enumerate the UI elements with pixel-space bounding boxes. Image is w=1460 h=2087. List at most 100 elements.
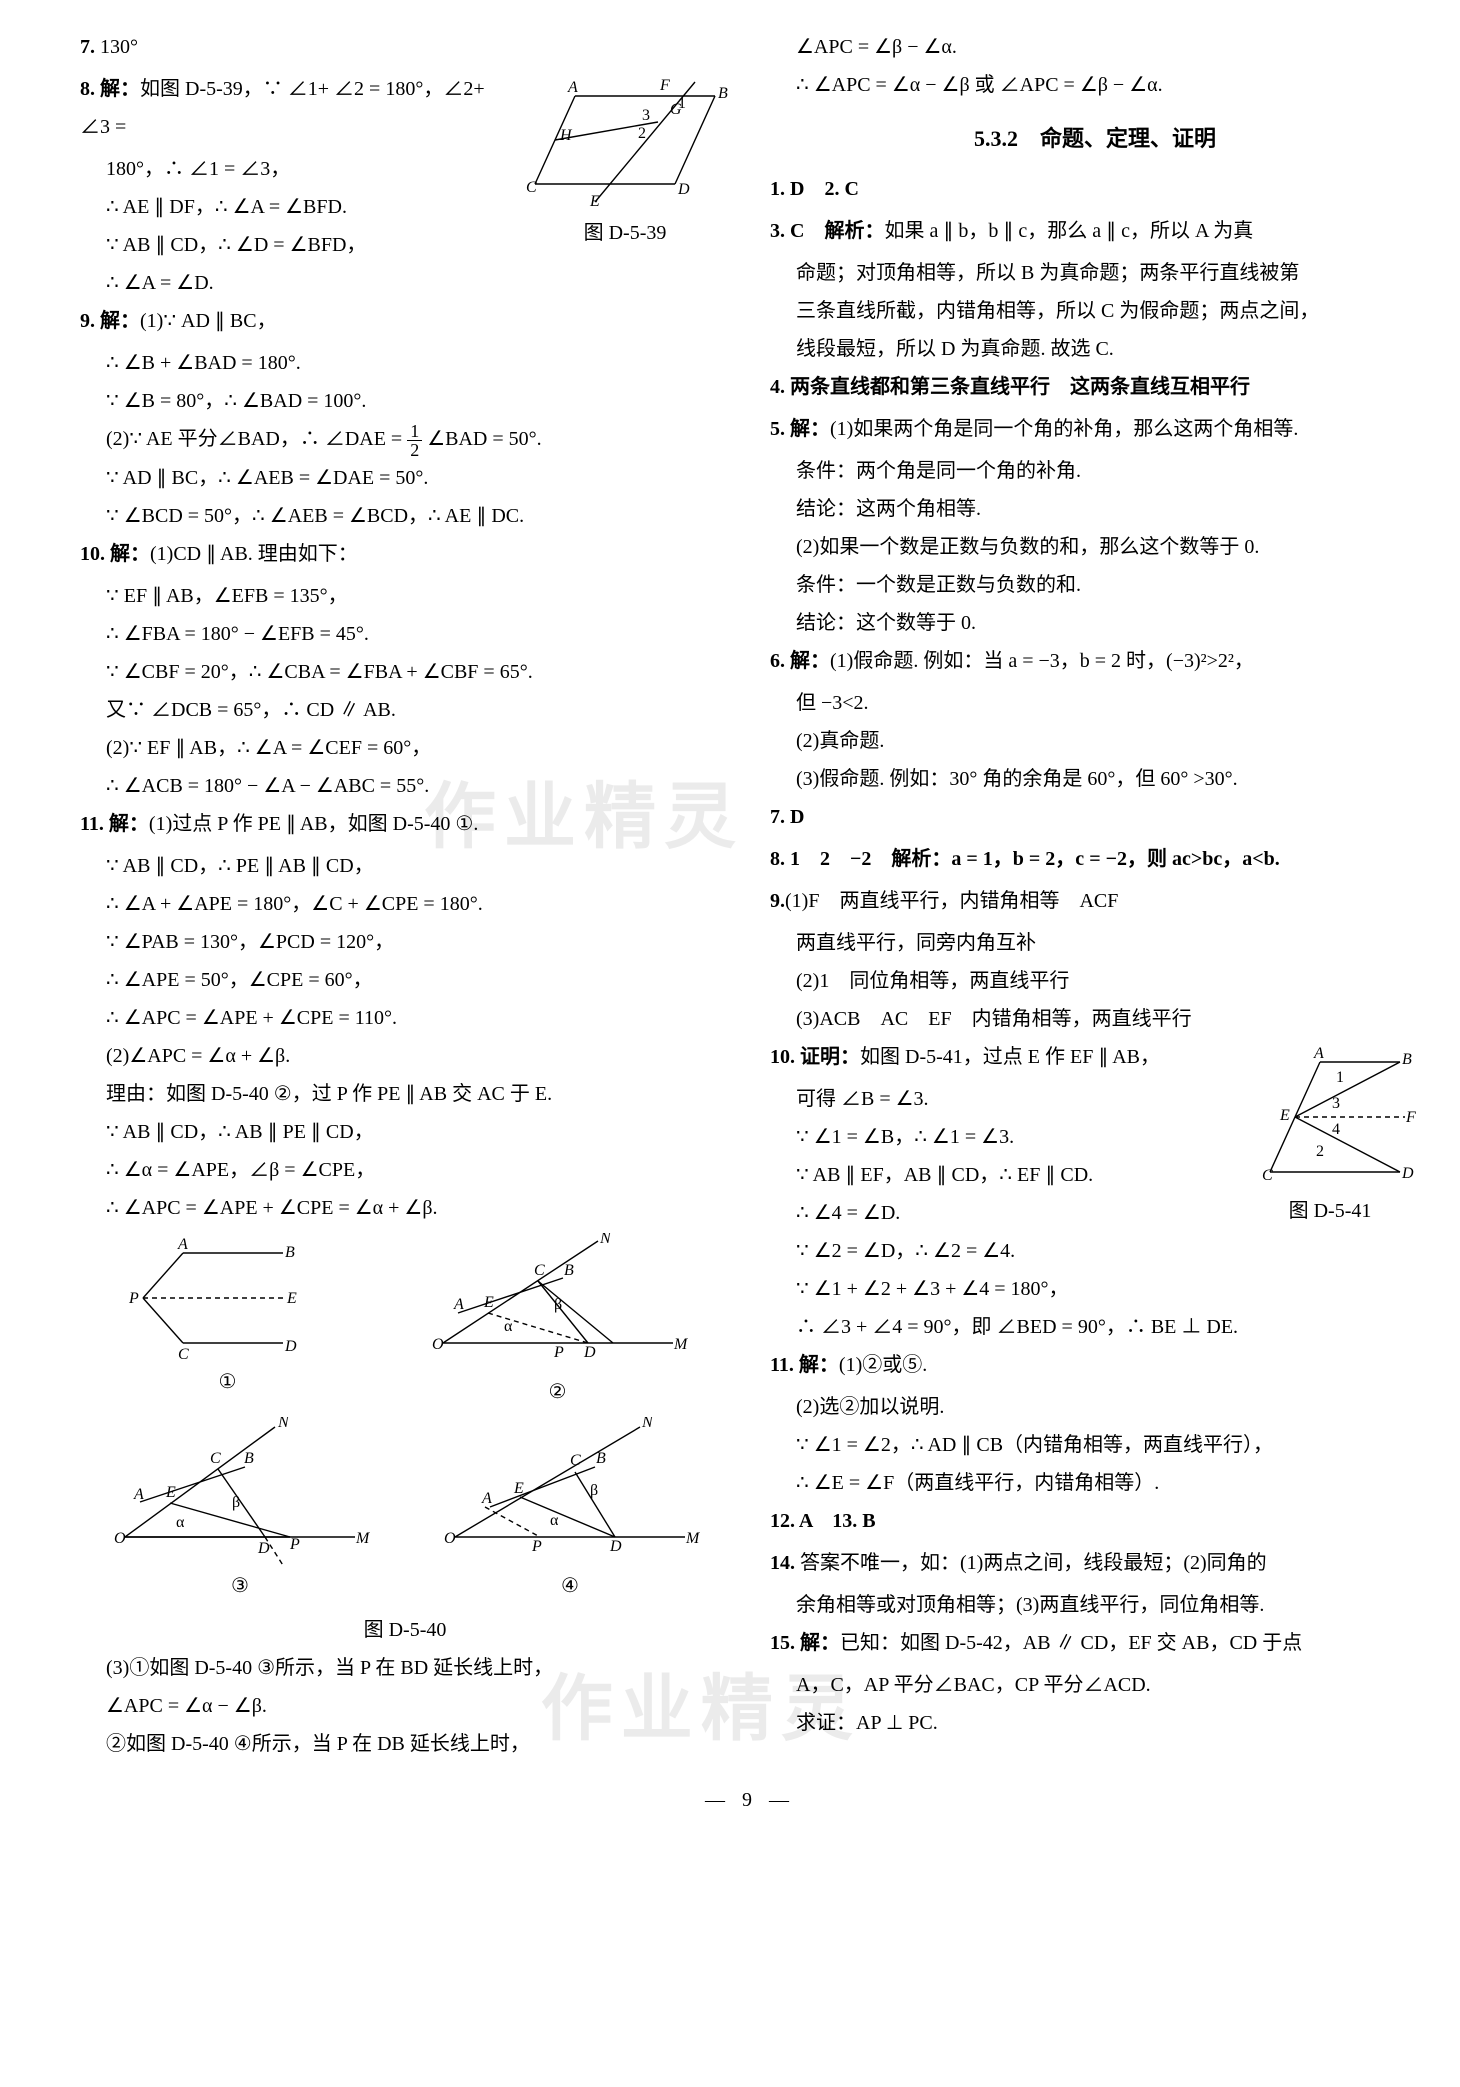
r-p5-l5: 条件：一个数是正数与负数的和. <box>770 566 1420 604</box>
svg-text:D: D <box>583 1344 596 1361</box>
svg-text:B: B <box>564 1262 574 1279</box>
svg-text:E: E <box>589 193 600 210</box>
figure-d-5-41: AB CD EF 1 2 3 4 图 D-5-41 <box>1240 1042 1420 1230</box>
r-p10-l7: ∵ ∠1 + ∠2 + ∠3 + ∠4 = 180°， <box>770 1270 1420 1308</box>
q9-l6: ∵ ∠BCD = 50°，∴ ∠AEB = ∠BCD，∴ AE ∥ DC. <box>80 497 730 535</box>
r-p3-t3: 三条直线所截，内错角相等，所以 C 为假命题；两点之间， <box>770 292 1420 330</box>
q11-l14: ②如图 D-5-40 ④所示，当 P 在 DB 延长线上时， <box>80 1725 730 1763</box>
svg-text:E: E <box>1279 1107 1290 1124</box>
r-p6-num: 6. <box>770 650 785 672</box>
svg-text:E: E <box>286 1290 297 1307</box>
svg-text:C: C <box>570 1452 581 1469</box>
q9-l2: ∴ ∠B + ∠BAD = 180°. <box>80 344 730 382</box>
q9-l5: ∵ AD ∥ BC，∴ ∠AEB = ∠DAE = 50°. <box>80 459 730 497</box>
r-p15-l2: A，C，AP 平分∠BAC，CP 平分∠ACD. <box>770 1666 1420 1704</box>
figure-d-5-40-2: OAB NC ED PM α β <box>428 1233 688 1373</box>
fraction-half: 12 <box>407 422 422 459</box>
figure-d-5-40-row2: OAC BN ED PM α β ③ <box>80 1417 730 1605</box>
r-p5-num: 5. <box>770 418 785 440</box>
figure-d-5-40-1: AB PE CD <box>123 1233 333 1363</box>
r-p9-num: 9. <box>770 890 785 912</box>
r-p6-head: 解： <box>790 650 830 672</box>
svg-text:E: E <box>483 1294 494 1311</box>
q7-num: 7. <box>80 36 95 58</box>
svg-text:B: B <box>244 1450 254 1467</box>
fig-circ4: ④ <box>440 1567 700 1605</box>
q10-l3: ∴ ∠FBA = 180° − ∠EFB = 45°. <box>80 615 730 653</box>
svg-text:β: β <box>554 1296 562 1313</box>
r-p12: 12. A 13. B <box>770 1510 876 1532</box>
q8-num: 8. <box>80 78 95 100</box>
svg-text:M: M <box>685 1530 700 1547</box>
svg-text:A: A <box>481 1490 492 1507</box>
svg-text:B: B <box>285 1244 295 1261</box>
svg-text:3: 3 <box>642 107 650 124</box>
svg-text:2: 2 <box>1316 1143 1324 1160</box>
q11-l13: ∠APC = ∠α − ∠β. <box>80 1687 730 1725</box>
q9-l4a: (2)∵ AE 平分∠BAD，∴ ∠DAE = <box>106 428 402 450</box>
r-p4: 4. 两条直线都和第三条直线平行 这两条直线互相平行 <box>770 376 1250 398</box>
r-p11-l2: (2)选②加以说明. <box>770 1388 1420 1426</box>
r-p5-l6: 结论：这个数等于 0. <box>770 604 1420 642</box>
r-p15-l3: 求证：AP ⊥ PC. <box>770 1704 1420 1742</box>
q8-l1: 如图 D-5-39，∵ ∠1+ ∠2 = 180°，∠2+ ∠3 = <box>80 78 485 138</box>
svg-text:α: α <box>504 1318 513 1335</box>
fig-circ1: ① <box>123 1363 333 1401</box>
figure-d-5-40-row1: A B P E C D ① <box>80 1233 730 1411</box>
r-p11-l1: (1)②或⑤. <box>839 1354 927 1376</box>
svg-text:O: O <box>444 1530 456 1547</box>
r-p15-head: 解： <box>800 1632 840 1654</box>
r-p10-num: 10. <box>770 1046 795 1068</box>
page-number: — 9 — <box>80 1781 1420 1819</box>
svg-text:E: E <box>513 1480 524 1497</box>
q11-l4: ∵ ∠PAB = 130°，∠PCD = 120°， <box>80 923 730 961</box>
q11-l6: ∴ ∠APC = ∠APE + ∠CPE = 110°. <box>80 999 730 1037</box>
r-p1: 1. D 2. C <box>770 178 859 200</box>
r-p5-l1: (1)如果两个角是同一个角的补角，那么这两个角相等. <box>830 418 1298 440</box>
r-p10-head: 证明： <box>800 1046 860 1068</box>
q11-l12: (3)①如图 D-5-40 ③所示，当 P 在 BD 延长线上时， <box>80 1649 730 1687</box>
fig-circ2: ② <box>428 1373 688 1411</box>
r-p3-t4: 线段最短，所以 D 为真命题. 故选 C. <box>770 330 1420 368</box>
q11-l8: 理由：如图 D-5-40 ②，过 P 作 PE ∥ AB 交 AC 于 E. <box>80 1075 730 1113</box>
svg-text:C: C <box>210 1450 221 1467</box>
svg-text:F: F <box>1405 1109 1416 1126</box>
r-p15-num: 15. <box>770 1632 795 1654</box>
q11-l10: ∴ ∠α = ∠APE，∠β = ∠CPE， <box>80 1151 730 1189</box>
svg-text:B: B <box>718 85 728 102</box>
r-p15-l1: 已知：如图 D-5-42，AB ∥ CD，EF 交 AB，CD 于点 <box>840 1632 1302 1654</box>
svg-text:C: C <box>178 1346 189 1363</box>
svg-text:B: B <box>596 1450 606 1467</box>
q10-l4: ∵ ∠CBF = 20°，∴ ∠CBA = ∠FBA + ∠CBF = 65°. <box>80 653 730 691</box>
q11-num: 11. <box>80 813 104 835</box>
svg-text:D: D <box>284 1338 297 1355</box>
figure-d-5-40-4: OAC BN ED PM α β <box>440 1417 700 1567</box>
r-p5-head: 解： <box>790 418 830 440</box>
r-p10-l1: 如图 D-5-41，过点 E 作 EF ∥ AB， <box>860 1046 1160 1068</box>
svg-text:D: D <box>609 1538 622 1555</box>
r-p6-l1: (1)假命题. 例如：当 a = −3，b = 2 时，(−3)²>2²， <box>830 650 1254 672</box>
svg-text:A: A <box>453 1296 464 1313</box>
r-p14-l2: 余角相等或对顶角相等；(3)两直线平行，同位角相等. <box>770 1586 1420 1624</box>
svg-text:α: α <box>176 1514 185 1531</box>
r-p11-head: 解： <box>799 1354 839 1376</box>
svg-text:P: P <box>128 1290 139 1307</box>
r-p10-l6: ∵ ∠2 = ∠D，∴ ∠2 = ∠4. <box>770 1232 1420 1270</box>
r-p5-l2: 条件：两个角是同一个角的补角. <box>770 452 1420 490</box>
q10-head: 解： <box>110 543 150 565</box>
svg-text:N: N <box>641 1417 654 1431</box>
svg-text:P: P <box>553 1344 564 1361</box>
r-top1: ∠APC = ∠β − ∠α. <box>770 28 1420 66</box>
svg-text:C: C <box>534 1262 545 1279</box>
svg-text:C: C <box>1262 1167 1273 1184</box>
r-p3-head: 解析： <box>804 220 884 242</box>
r-p6-l4: (3)假命题. 例如：30° 角的余角是 60°，但 60° >30°. <box>770 760 1420 798</box>
svg-text:3: 3 <box>1332 1095 1340 1112</box>
q10-l5: 又∵ ∠DCB = 65°，∴ CD ∥ AB. <box>80 691 730 729</box>
q10-l7: ∴ ∠ACB = 180° − ∠A − ∠ABC = 55°. <box>80 767 730 805</box>
q11-l9: ∵ AB ∥ CD，∴ AB ∥ PE ∥ CD， <box>80 1113 730 1151</box>
r-p10-l8: ∴ ∠3 + ∠4 = 90°，即 ∠BED = 90°，∴ BE ⊥ DE. <box>770 1308 1420 1346</box>
q9-num: 9. <box>80 310 95 332</box>
q11-l5: ∴ ∠APE = 50°，∠CPE = 60°， <box>80 961 730 999</box>
q9-head: 解： <box>100 310 140 332</box>
